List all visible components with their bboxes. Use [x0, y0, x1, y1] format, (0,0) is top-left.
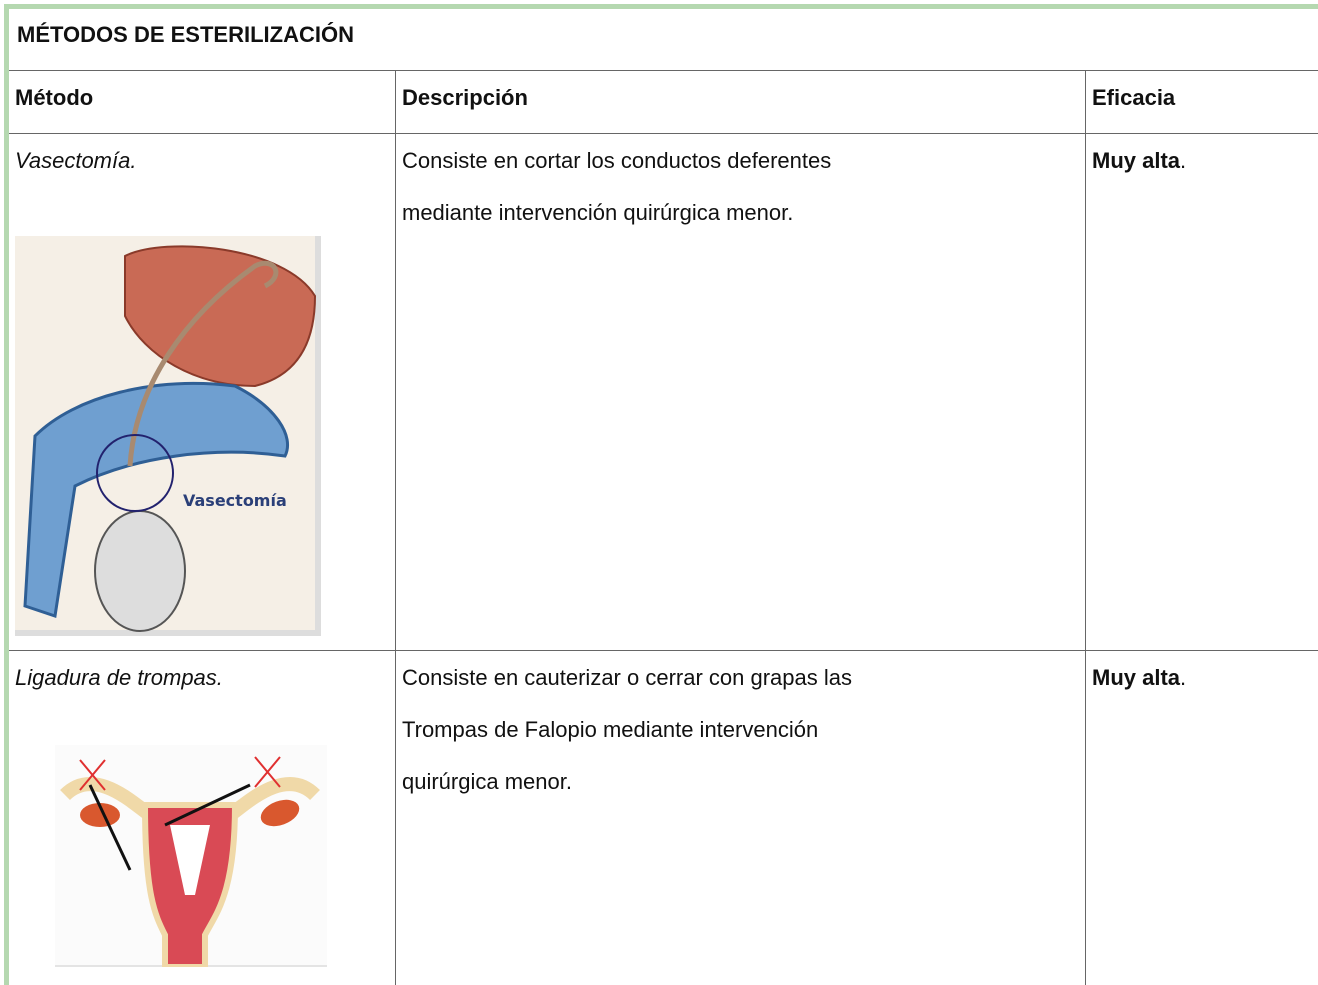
row-line	[9, 650, 1318, 651]
header-cell: Método	[15, 85, 94, 110]
header-cell: Eficacia	[1092, 85, 1176, 110]
table-title: MÉTODOS DE ESTERILIZACIÓN	[17, 22, 354, 47]
efficacy-value: Muy alta	[1092, 665, 1181, 690]
header-cell: Descripción	[402, 85, 528, 110]
image-label: Vasectomía	[183, 491, 287, 510]
efficacy-suffix: .	[1180, 148, 1187, 173]
description-line: Consiste en cortar los conductos deferen…	[402, 148, 832, 173]
method: Vasectomía.	[15, 148, 137, 173]
description-line: Consiste en cauterizar o cerrar con grap…	[402, 665, 852, 690]
efficacy-suffix: .	[1180, 665, 1187, 690]
left-border	[4, 4, 9, 985]
col-line	[395, 70, 396, 985]
vasectomy-illustration: Vasectomía	[15, 236, 321, 636]
description-line: mediante intervención quirúrgica menor.	[402, 200, 794, 225]
col-line	[1085, 70, 1086, 985]
row-line	[9, 133, 1318, 134]
description-line: quirúrgica menor.	[402, 769, 572, 794]
efficacy: Muy alta.	[1092, 665, 1186, 691]
top-border	[4, 4, 1318, 9]
method: Ligadura de trompas.	[15, 665, 223, 690]
row-line	[9, 70, 1318, 71]
efficacy: Muy alta.	[1092, 148, 1186, 174]
tubal-illustration	[55, 745, 327, 967]
description-line: Trompas de Falopio mediante intervención	[402, 717, 819, 742]
efficacy-value: Muy alta	[1092, 148, 1181, 173]
